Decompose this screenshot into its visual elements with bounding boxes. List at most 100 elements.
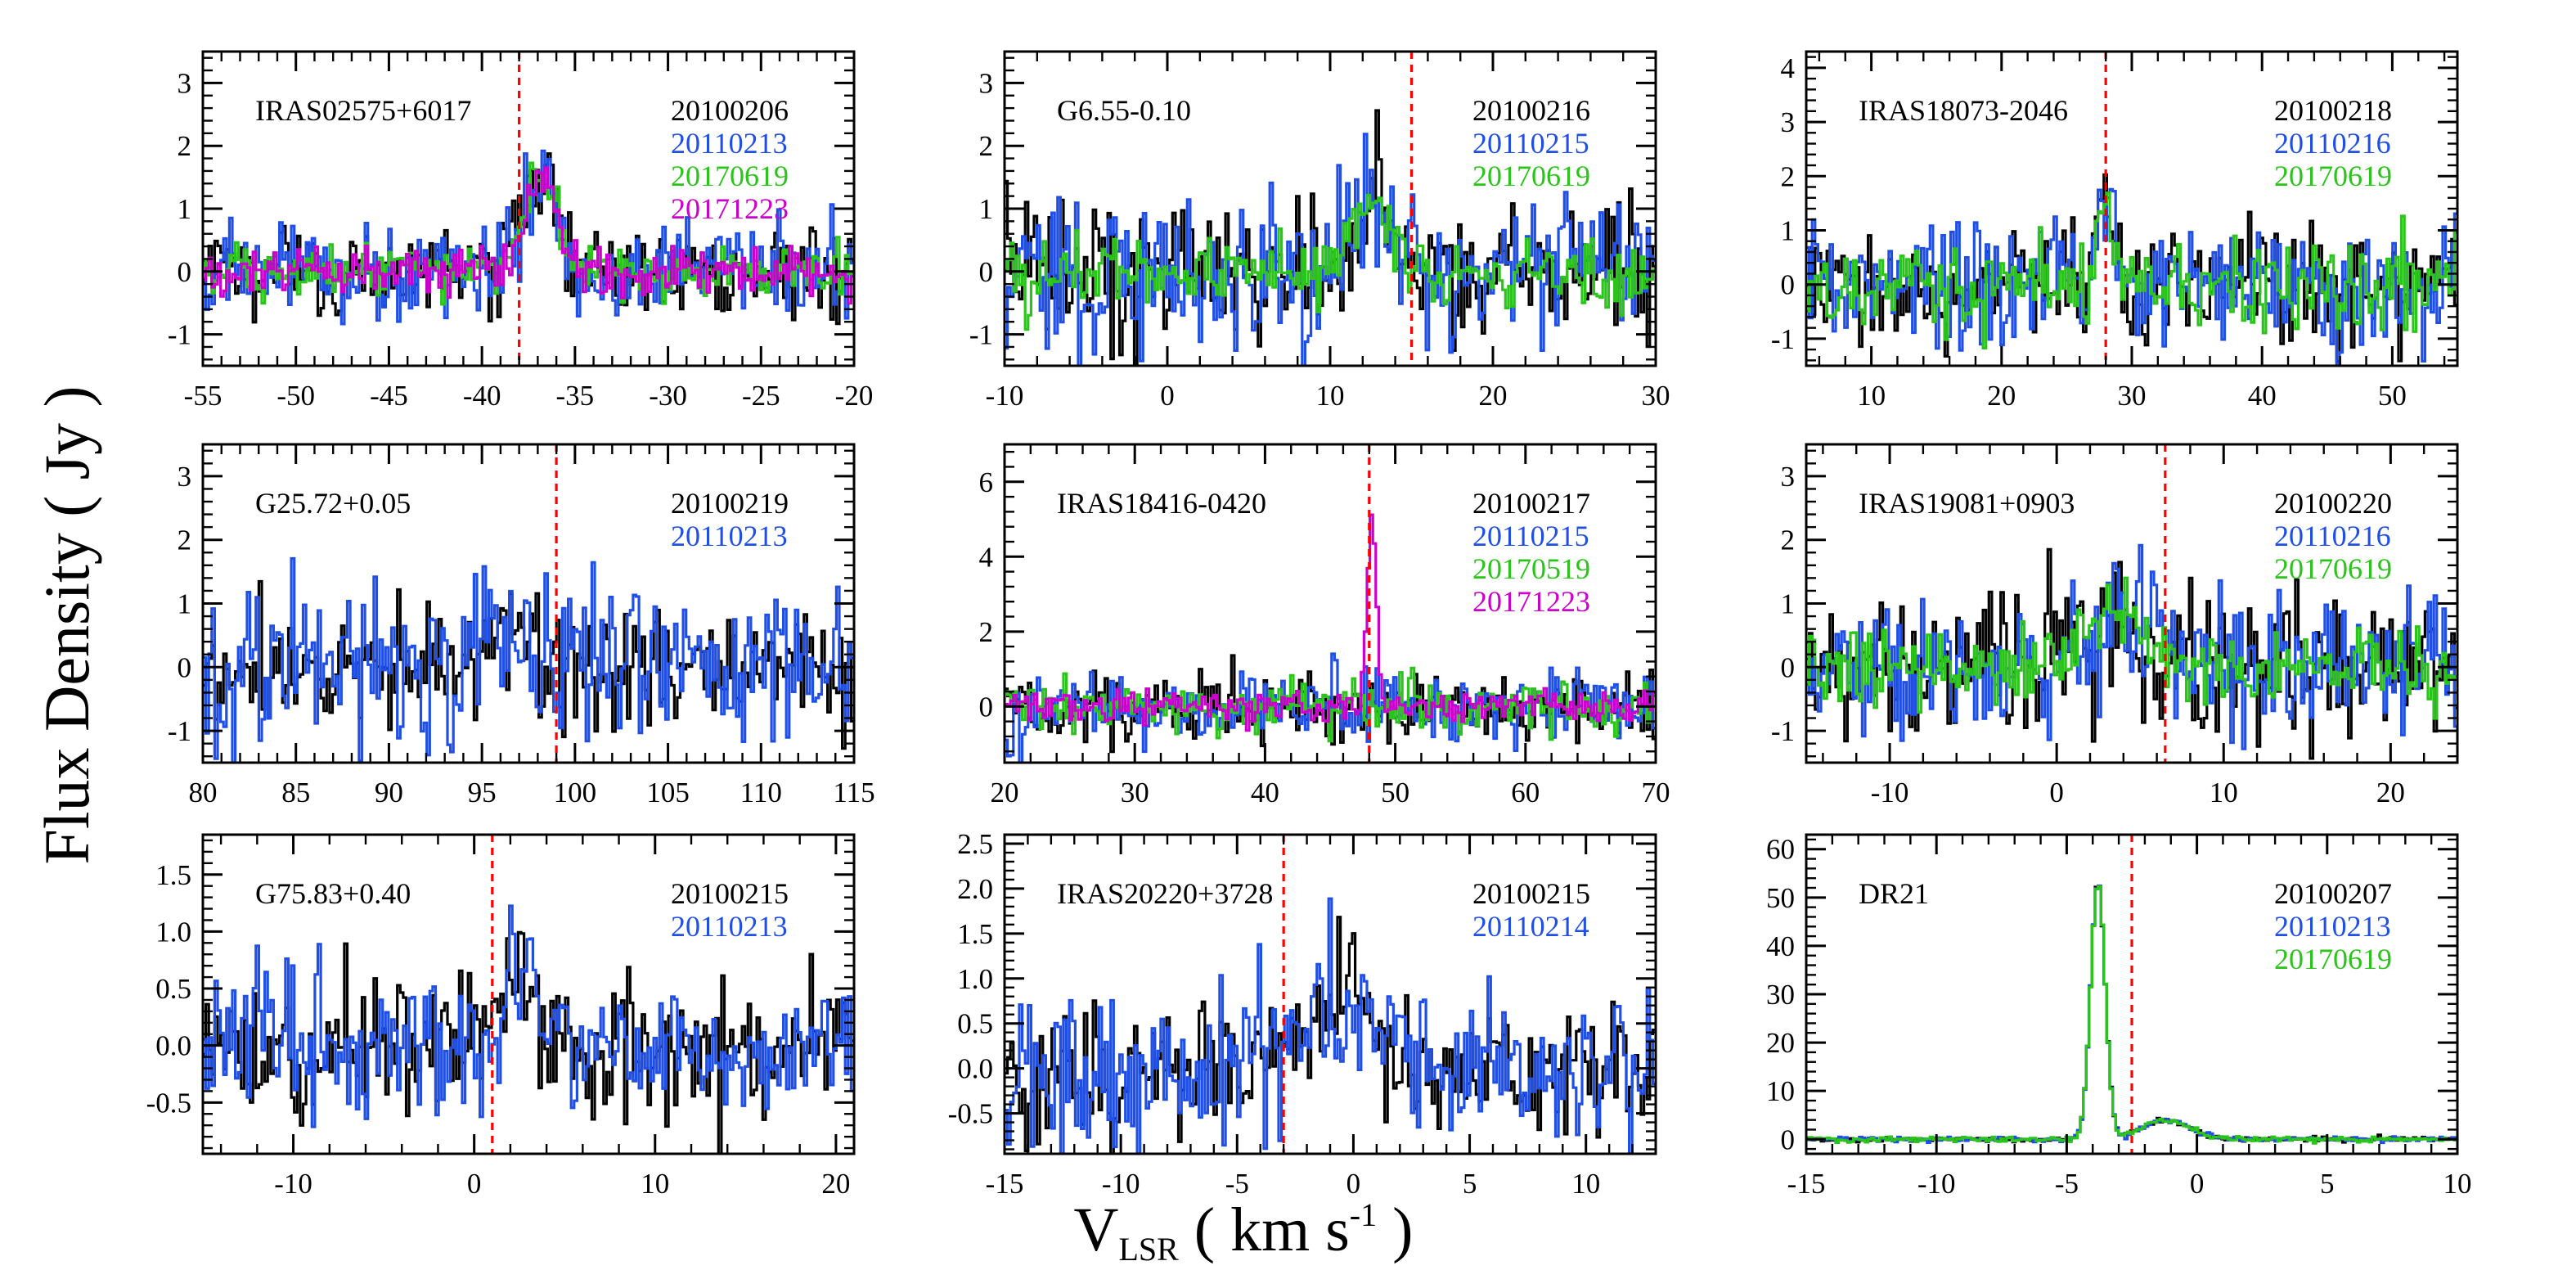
x-axis-label-superscript: -1 <box>1350 1196 1377 1233</box>
x-tick-label: 20 <box>2376 777 2405 808</box>
source-name-iras18073-2046: IRAS18073-2046 <box>1859 94 2068 127</box>
legend-entry-g25-72-0-05-20100219: 20100219 <box>671 487 789 520</box>
legend-entry-iras18073-2046-20100218: 20100218 <box>2274 94 2392 127</box>
x-tick-label: -35 <box>556 380 595 412</box>
x-axis-label-subscript: LSR <box>1118 1231 1179 1268</box>
spectra-g75-83-0-40 <box>203 904 854 1154</box>
panels-group: -55 -50 -45 -40 -35 -30 -25 -20-10123IRAS02575+… <box>146 50 2472 1200</box>
legend-entry-iras18073-2046-20170619: 20170619 <box>2274 160 2392 192</box>
x-tick-label: 20 <box>821 1168 850 1200</box>
y-tick-label: 1 <box>178 193 192 225</box>
y-tick-label: 2.0 <box>957 873 993 905</box>
y-tick-label: -0.5 <box>146 1087 191 1119</box>
y-tick-label: 40 <box>1766 930 1795 962</box>
plot-frame-iras18416-0420 <box>1003 443 1657 764</box>
x-tick-label: -5 <box>1225 1168 1249 1200</box>
source-name-iras02575-6017: IRAS02575+6017 <box>255 94 471 127</box>
y-tick-label: 2 <box>1781 160 1796 192</box>
x-tick-label: 80 <box>189 777 218 808</box>
y-tick-label: 0 <box>1781 269 1796 301</box>
x-tick-label: -10 <box>1102 1168 1140 1200</box>
spectrum-iras19081-0903-20110216 <box>1806 543 2457 750</box>
legend-entry-g75-83-0-40-20100215: 20100215 <box>671 877 789 910</box>
y-tick-label: 1 <box>178 588 192 620</box>
y-tick-label: 4 <box>979 541 994 573</box>
y-tick-label: 0 <box>178 651 192 683</box>
x-tick-label: 100 <box>554 777 597 808</box>
spectra-g25-72-0-05 <box>203 556 854 763</box>
x-tick-label: -30 <box>649 380 687 412</box>
x-tick-label: 10 <box>1857 380 1886 412</box>
spectra-iras18073-2046 <box>1806 173 2457 366</box>
x-tick-label: -10 <box>1871 777 1909 808</box>
y-tick-label: -0.5 <box>948 1098 993 1130</box>
y-tick-label: 2 <box>979 616 994 648</box>
x-tick-label: 20 <box>1987 380 2016 412</box>
y-tick-label: 2 <box>1781 525 1796 556</box>
y-tick-label: -1 <box>168 319 191 351</box>
x-axis-label: VLSR ( km s-1 ) <box>1074 1196 1414 1268</box>
x-tick-label: 30 <box>1121 777 1149 808</box>
legend-entry-dr21-20100207: 20100207 <box>2274 877 2392 910</box>
y-tick-label: 3 <box>178 67 192 99</box>
x-tick-label: -25 <box>742 380 780 412</box>
y-tick-label: 0.0 <box>957 1053 993 1085</box>
y-tick-label: 0 <box>979 691 994 723</box>
y-tick-label: 1.0 <box>957 963 993 995</box>
x-tick-label: 10 <box>1316 380 1345 412</box>
x-tick-label: -55 <box>184 380 223 412</box>
x-tick-label: 20 <box>991 777 1019 808</box>
x-tick-label: 30 <box>1642 380 1670 412</box>
y-tick-label: 6 <box>979 466 994 498</box>
legend-entry-g6-55-0-10-20170619: 20170619 <box>1472 160 1590 192</box>
y-tick-label: 0 <box>1781 1124 1796 1155</box>
y-tick-label: 3 <box>178 461 192 493</box>
x-tick-label: 5 <box>2320 1168 2335 1200</box>
spectra-iras20220-3728 <box>1005 897 1656 1154</box>
legend-entry-iras20220-3728-20100215: 20100215 <box>1472 877 1590 910</box>
y-tick-label: -1 <box>969 319 993 351</box>
x-tick-label: 105 <box>646 777 690 808</box>
panel-g75-83-0-40: -10 0 10 20 -0.5 0.0 0.5 1.0 1.5 G75.83+0.40 20100… <box>146 833 856 1200</box>
x-tick-label: 0 <box>2190 1168 2205 1200</box>
x-tick-label: 0 <box>2049 777 2064 808</box>
x-tick-label: -40 <box>463 380 501 412</box>
y-tick-label: 60 <box>1766 834 1795 866</box>
spectrum-iras19081-0903-20170619 <box>1806 576 2457 720</box>
y-tick-label: 0.0 <box>155 1030 191 1062</box>
legend-entry-g6-55-0-10-20110215: 20110215 <box>1472 127 1589 160</box>
x-tick-label: 0 <box>467 1168 482 1200</box>
spectrum-g25-72-0-05-20110213 <box>203 556 854 763</box>
y-tick-label: 0 <box>979 256 994 288</box>
spectrum-g75-83-0-40-20110213 <box>203 904 854 1128</box>
y-tick-label: 0.5 <box>155 973 191 1005</box>
x-tick-label: 110 <box>740 777 782 808</box>
source-name-g6-55-0-10: G6.55-0.10 <box>1057 94 1191 127</box>
y-tick-label: 0 <box>1781 651 1796 683</box>
y-tick-label: 4 <box>1781 52 1796 84</box>
spectra-iras02575-6017 <box>203 149 854 326</box>
y-tick-label: 30 <box>1766 979 1795 1011</box>
x-tick-label: 10 <box>1571 1168 1600 1200</box>
x-tick-label: 40 <box>1251 777 1279 808</box>
x-tick-label: 0 <box>1160 380 1175 412</box>
x-tick-label: 5 <box>1463 1168 1477 1200</box>
source-name-iras19081-0903: IRAS19081+0903 <box>1859 487 2075 520</box>
source-name-iras18416-0420: IRAS18416-0420 <box>1057 487 1266 520</box>
legend-entry-g75-83-0-40-20110213: 20110213 <box>671 910 788 943</box>
spectrum-iras18416-0420-20171223 <box>1005 513 1656 732</box>
legend-entry-iras02575-6017-20171223: 20171223 <box>671 192 789 225</box>
x-tick-label: 90 <box>375 777 403 808</box>
x-axis-label-units: ( km s <box>1179 1196 1350 1264</box>
x-tick-label: 20 <box>1479 380 1508 412</box>
legend-entry-iras02575-6017-20100206: 20100206 <box>671 94 789 127</box>
y-tick-label: 3 <box>1781 106 1796 138</box>
panel-iras20220-3728: -15 -10 -5 0 5 10 -0.5 0.0 0.5 1.0 1.5 2.0 2.5 IRAS20… <box>948 828 1657 1200</box>
y-tick-label: 1.0 <box>155 916 191 948</box>
legend-entry-g25-72-0-05-20110213: 20110213 <box>671 520 788 552</box>
y-tick-label: 2 <box>979 130 994 162</box>
